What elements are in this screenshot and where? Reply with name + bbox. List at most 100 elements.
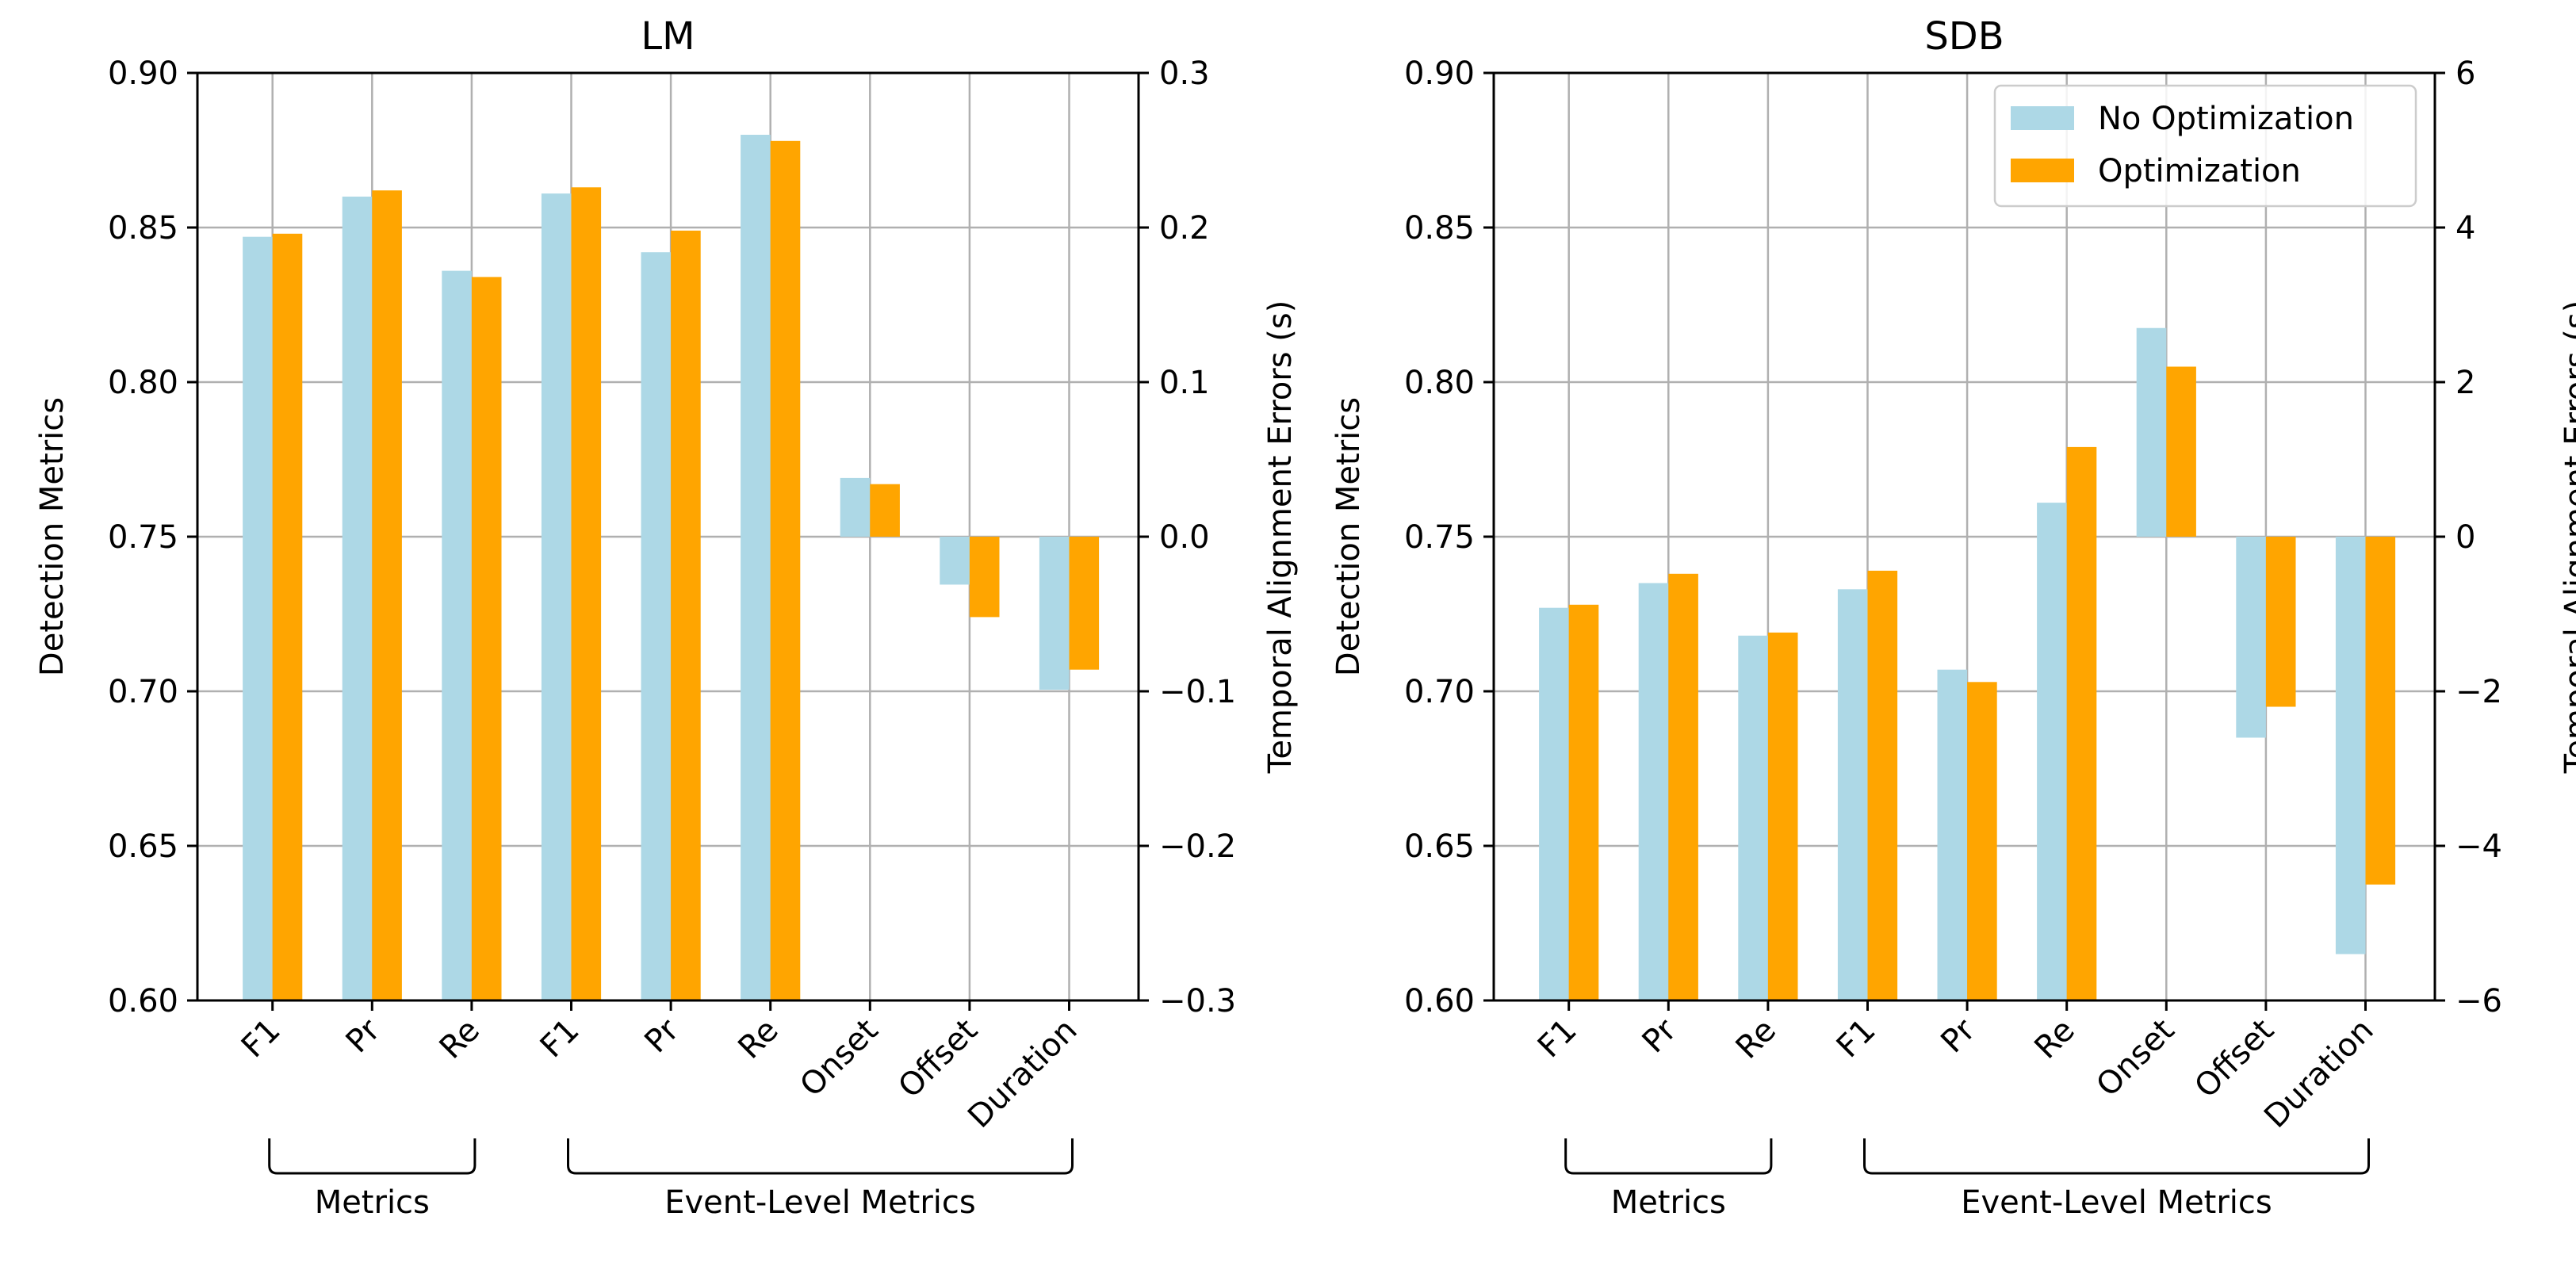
bar-no-optimization-f1 — [541, 193, 572, 1001]
y-tick-label: 0.70 — [1404, 674, 1475, 710]
y2-axis-label: Temporal Alignment Errors (s) — [2559, 300, 2576, 775]
chart-title: SDB — [1924, 14, 2004, 59]
bar-no-optimization-f1 — [243, 236, 273, 1000]
x-tick-label: F1 — [1830, 1012, 1883, 1065]
bar-no-optimization-duration — [2335, 537, 2366, 954]
bar-no-optimization-f1 — [1837, 589, 1868, 1000]
x-tick-label: Onset — [2089, 1012, 2181, 1104]
y2-tick-label: 0.0 — [1159, 519, 1210, 556]
x-tick-label: Re — [731, 1012, 785, 1066]
group-label: Metrics — [315, 1184, 430, 1221]
y-axis-label: Detection Metrics — [1330, 397, 1367, 676]
y-tick-label: 0.85 — [1404, 210, 1475, 247]
y2-tick-label: −4 — [2455, 828, 2502, 865]
x-tick-label: Duration — [961, 1012, 1084, 1135]
y2-tick-label: −6 — [2455, 983, 2502, 1019]
bar-optimization-re — [471, 277, 502, 1000]
bar-optimization-onset — [2166, 366, 2196, 537]
bar-optimization-f1 — [571, 187, 602, 1000]
bar-no-optimization-onset — [840, 477, 871, 537]
x-tick-label: Offset — [2187, 1012, 2281, 1106]
y2-tick-label: −0.1 — [1159, 674, 1236, 710]
y-axis-label: Detection Metrics — [34, 397, 71, 676]
x-tick-label: Re — [433, 1012, 487, 1066]
chart-title: LM — [641, 14, 695, 59]
bar-optimization-pr — [671, 230, 701, 1000]
legend-swatch-optimization — [2011, 159, 2074, 182]
group-bracket — [1564, 1138, 1773, 1175]
group-bracket — [268, 1138, 477, 1175]
legend: No Optimization Optimization — [1993, 84, 2417, 208]
y-tick-label: 0.75 — [108, 519, 178, 556]
bar-optimization-pr — [1967, 682, 1997, 1000]
y-tick-label: 0.90 — [108, 55, 178, 92]
y-tick-label: 0.80 — [108, 365, 178, 401]
bar-no-optimization-f1 — [1539, 607, 1569, 1000]
group-bracket — [1863, 1138, 2370, 1175]
bar-optimization-duration — [1069, 537, 1100, 670]
x-tick-label: Pr — [637, 1012, 686, 1060]
x-tick-label: F1 — [1531, 1012, 1584, 1065]
y2-axis-label: Temporal Alignment Errors (s) — [1262, 300, 1299, 775]
y-tick-label: 0.65 — [1404, 828, 1475, 865]
y2-tick-label: 0 — [2455, 519, 2475, 556]
legend-label-no-optimization: No Optimization — [2098, 101, 2354, 137]
bar-no-optimization-pr — [1638, 583, 1669, 1000]
y2-tick-label: 6 — [2455, 55, 2475, 92]
bar-optimization-re — [770, 140, 801, 1000]
bar-optimization-offset — [2265, 537, 2296, 707]
y2-tick-label: 4 — [2455, 210, 2475, 247]
legend-box — [1993, 84, 2417, 208]
bar-no-optimization-pr — [641, 252, 672, 1000]
y2-tick-label: 0.2 — [1159, 210, 1210, 247]
y-tick-label: 0.60 — [1404, 983, 1475, 1019]
x-tick-label: Re — [2027, 1012, 2081, 1066]
bar-optimization-f1 — [1867, 570, 1898, 1000]
x-tick-label: F1 — [235, 1012, 288, 1065]
x-tick-label: Re — [1729, 1012, 1783, 1066]
bar-optimization-re — [1767, 632, 1798, 1000]
panel-sdb: 0.60 0.65 0.70 0.75 0.80 0.85 0.90 −6 −4 −2 0 2 4 6 F1… — [1330, 14, 2576, 1221]
group-label: Metrics — [1611, 1184, 1726, 1221]
y-tick-label: 0.60 — [108, 983, 178, 1019]
legend-label-optimization: Optimization — [2098, 153, 2301, 189]
x-tick-label: Duration — [2257, 1012, 2380, 1135]
y-tick-label: 0.70 — [108, 674, 178, 710]
group-bracket — [567, 1138, 1074, 1175]
bar-no-optimization-pr — [342, 197, 373, 1000]
bar-no-optimization-onset — [2136, 327, 2167, 537]
bar-no-optimization-re — [442, 270, 472, 1001]
bar-optimization-f1 — [1568, 604, 1599, 1000]
x-tick-label: Pr — [1934, 1012, 1982, 1060]
panel-lm: 0.60 0.65 0.70 0.75 0.80 0.85 0.90 −0.3 −0.2 −0.1… — [34, 14, 1299, 1221]
bar-no-optimization-offset — [2236, 537, 2266, 738]
y2-tick-label: −2 — [2455, 674, 2502, 710]
y2-tick-label: 2 — [2455, 365, 2475, 401]
bar-no-optimization-duration — [1039, 537, 1070, 690]
x-tick-label: Pr — [339, 1012, 388, 1060]
y2-tick-label: 0.1 — [1159, 365, 1210, 401]
y2-tick-label: 0.3 — [1159, 55, 1210, 92]
bar-no-optimization-re — [741, 135, 771, 1000]
group-label: Event-Level Metrics — [1961, 1184, 2272, 1221]
x-tick-label: Offset — [891, 1012, 985, 1106]
y-tick-label: 0.85 — [108, 210, 178, 247]
legend-swatch-no-optimization — [2011, 106, 2074, 130]
bar-optimization-f1 — [272, 233, 303, 1000]
y-tick-label: 0.90 — [1404, 55, 1475, 92]
bar-optimization-pr — [372, 190, 402, 1000]
bar-no-optimization-offset — [940, 537, 970, 585]
bar-no-optimization-pr — [1937, 669, 1968, 1000]
bar-no-optimization-re — [1738, 635, 1768, 1000]
x-tick-label: Pr — [1636, 1012, 1684, 1060]
bar-optimization-re — [2066, 446, 2097, 1000]
y2-tick-label: −0.3 — [1159, 983, 1236, 1019]
y-tick-label: 0.75 — [1404, 519, 1475, 556]
bar-optimization-duration — [2365, 537, 2396, 885]
x-tick-label: Onset — [793, 1012, 885, 1104]
bar-optimization-onset — [870, 484, 900, 537]
x-tick-label: F1 — [534, 1012, 587, 1065]
bar-no-optimization-re — [2037, 503, 2067, 1000]
y2-tick-label: −0.2 — [1159, 828, 1236, 865]
